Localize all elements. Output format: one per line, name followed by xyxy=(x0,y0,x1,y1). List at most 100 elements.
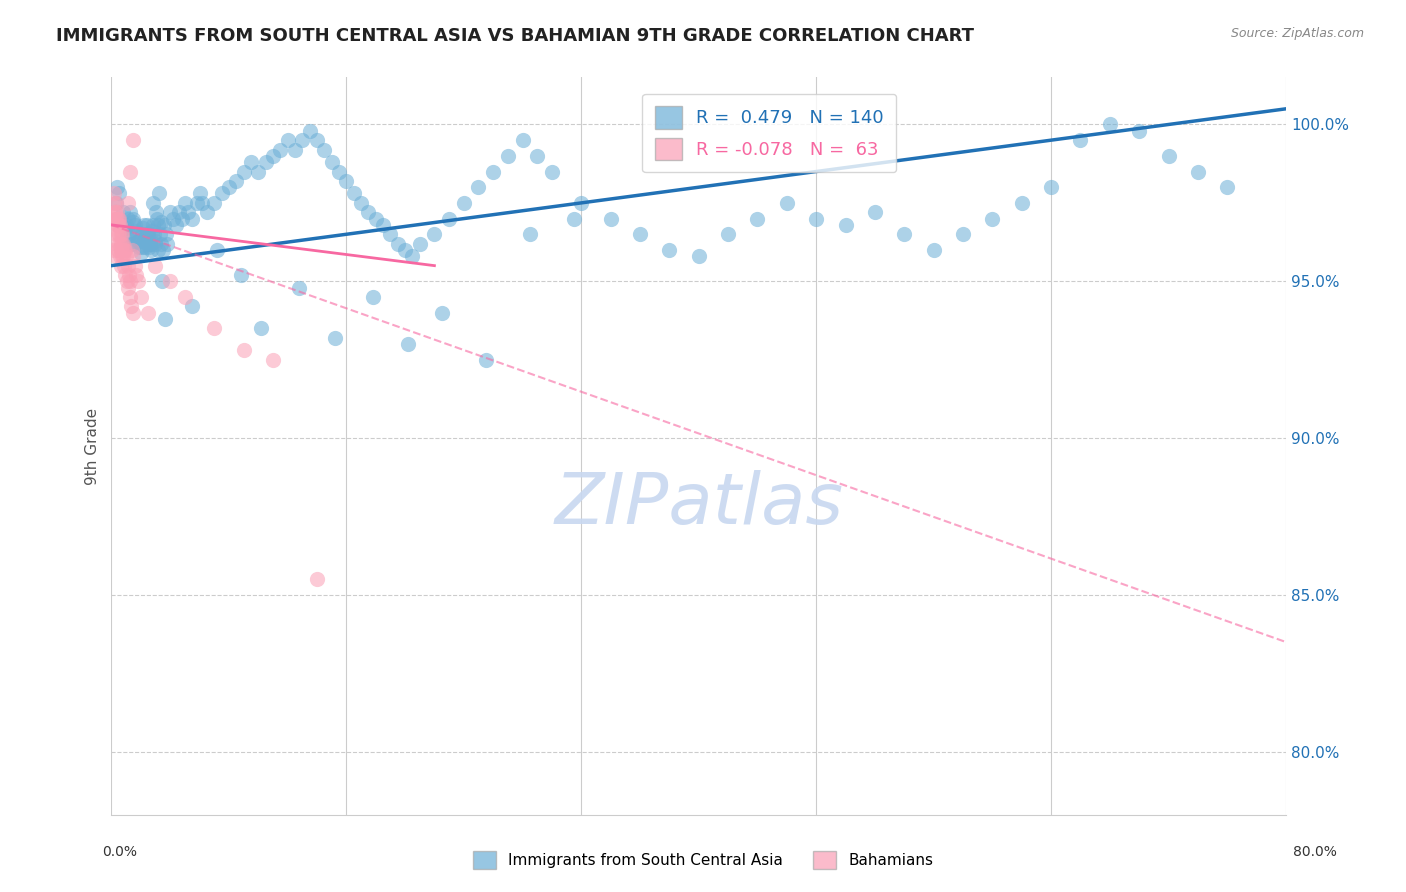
Point xyxy=(519,227,541,242)
Point xyxy=(430,306,453,320)
Point xyxy=(139,243,162,257)
Point xyxy=(321,155,343,169)
Text: ZIPatlas: ZIPatlas xyxy=(554,470,844,540)
Point xyxy=(232,164,254,178)
Point xyxy=(298,124,321,138)
Point xyxy=(173,195,195,210)
Point xyxy=(401,249,423,263)
Point xyxy=(114,243,136,257)
Point xyxy=(225,174,247,188)
Point xyxy=(181,300,204,314)
Point xyxy=(173,290,195,304)
Point xyxy=(108,218,131,232)
Point xyxy=(1069,133,1091,147)
Point xyxy=(688,249,710,263)
Point xyxy=(122,133,145,147)
Point xyxy=(143,234,166,248)
Point xyxy=(569,195,592,210)
Point xyxy=(717,227,740,242)
Point xyxy=(195,205,218,219)
Point xyxy=(127,274,149,288)
Point xyxy=(114,268,136,282)
Point xyxy=(562,211,585,226)
Point xyxy=(145,236,167,251)
Point xyxy=(628,227,651,242)
Point xyxy=(135,218,157,232)
Point xyxy=(153,218,176,232)
Point xyxy=(361,290,384,304)
Point xyxy=(804,211,827,226)
Point xyxy=(117,195,139,210)
Point xyxy=(111,227,134,242)
Point xyxy=(124,224,146,238)
Point xyxy=(162,211,184,226)
Point xyxy=(1216,180,1239,194)
Point xyxy=(371,218,394,232)
Point xyxy=(121,306,143,320)
Point xyxy=(111,249,134,263)
Point xyxy=(364,211,387,226)
Point xyxy=(108,249,131,263)
Text: 80.0%: 80.0% xyxy=(1292,846,1337,859)
Point xyxy=(112,236,135,251)
Point xyxy=(136,227,159,242)
Point xyxy=(136,306,159,320)
Point xyxy=(526,149,548,163)
Point xyxy=(250,321,273,335)
Point xyxy=(747,211,769,226)
Point xyxy=(117,280,139,294)
Point xyxy=(104,205,127,219)
Point xyxy=(125,268,148,282)
Point xyxy=(112,243,135,257)
Point xyxy=(148,186,170,201)
Point xyxy=(108,227,131,242)
Point xyxy=(120,300,142,314)
Point xyxy=(139,236,162,251)
Point xyxy=(120,164,142,178)
Point xyxy=(108,236,131,251)
Point xyxy=(496,149,519,163)
Point xyxy=(124,259,146,273)
Point xyxy=(104,205,127,219)
Point xyxy=(834,218,856,232)
Point xyxy=(146,211,169,226)
Point xyxy=(141,224,163,238)
Point xyxy=(117,259,139,273)
Point xyxy=(104,211,127,226)
Point xyxy=(149,227,172,242)
Point xyxy=(396,337,419,351)
Point xyxy=(239,155,262,169)
Point xyxy=(165,218,187,232)
Point xyxy=(314,143,336,157)
Point xyxy=(118,227,141,242)
Point xyxy=(148,218,170,232)
Point xyxy=(423,227,446,242)
Point xyxy=(142,195,165,210)
Point xyxy=(1011,195,1033,210)
Point xyxy=(232,343,254,358)
Point xyxy=(952,227,974,242)
Point xyxy=(138,236,160,251)
Point xyxy=(335,174,357,188)
Point xyxy=(105,180,128,194)
Point xyxy=(105,211,128,226)
Point xyxy=(357,205,380,219)
Point xyxy=(159,274,181,288)
Point xyxy=(112,205,135,219)
Point xyxy=(153,312,176,326)
Legend: R =  0.479   N = 140, R = -0.078   N =  63: R = 0.479 N = 140, R = -0.078 N = 63 xyxy=(643,94,897,172)
Point xyxy=(305,133,328,147)
Point xyxy=(482,164,505,178)
Point xyxy=(120,205,142,219)
Point xyxy=(181,211,204,226)
Point xyxy=(186,195,208,210)
Point xyxy=(138,240,160,254)
Point xyxy=(343,186,366,201)
Point xyxy=(305,572,328,586)
Point xyxy=(254,155,277,169)
Text: Source: ZipAtlas.com: Source: ZipAtlas.com xyxy=(1230,27,1364,40)
Point xyxy=(104,195,127,210)
Point xyxy=(658,243,681,257)
Y-axis label: 9th Grade: 9th Grade xyxy=(86,408,100,484)
Point xyxy=(981,211,1004,226)
